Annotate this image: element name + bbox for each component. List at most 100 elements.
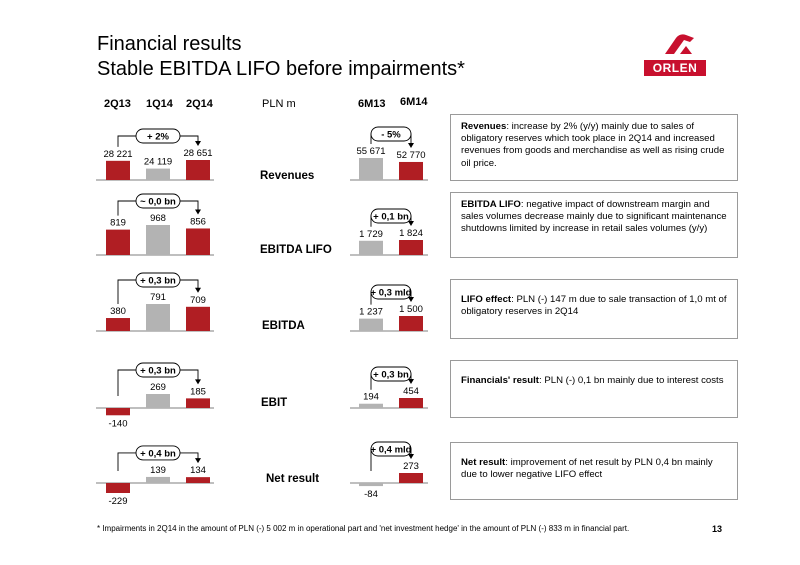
change-badge bbox=[135, 272, 181, 288]
data-label: 139 bbox=[150, 465, 166, 476]
change-badge bbox=[370, 441, 412, 457]
bar-6m13 bbox=[359, 240, 383, 255]
change-badge bbox=[135, 362, 181, 378]
bar-2q14 bbox=[186, 398, 210, 408]
comment-text: : negative impact of downstream margin a… bbox=[461, 199, 727, 235]
change-badge bbox=[370, 284, 412, 300]
bar-6m14 bbox=[399, 398, 423, 408]
col-header-6m14: 6M14 bbox=[400, 96, 428, 108]
comment-box-net-result: Net result: improvement of net result by… bbox=[450, 442, 738, 500]
comment-text: : PLN (-) 147 m due to sale transaction … bbox=[461, 294, 727, 318]
change-arrow bbox=[195, 287, 201, 293]
change-badge-text: - 5% bbox=[381, 130, 401, 141]
change-arrow bbox=[408, 142, 414, 148]
bar-6m14 bbox=[399, 473, 423, 483]
data-label: -229 bbox=[108, 496, 127, 507]
bar-2q13 bbox=[106, 229, 130, 255]
change-badge-text: + 0,4 bn bbox=[140, 448, 176, 459]
data-label: 380 bbox=[110, 306, 126, 317]
bar-2q14 bbox=[186, 160, 210, 180]
data-label: 1 729 bbox=[359, 229, 383, 240]
change-arrow bbox=[408, 297, 414, 302]
comment-head: Net result bbox=[461, 457, 506, 468]
bar-2q14 bbox=[186, 228, 210, 255]
comment-box-financials: Financials' result: PLN (-) 0,1 bn mainl… bbox=[450, 360, 738, 418]
row-label-revenues: Revenues bbox=[260, 170, 315, 182]
data-label: 1 824 bbox=[399, 228, 423, 239]
comment-text: : improvement of net result by PLN 0,4 b… bbox=[461, 457, 713, 481]
comment-text: : increase by 2% (y/y) mainly due to sal… bbox=[461, 121, 725, 169]
page-subtitle: Stable EBITDA LIFO before impairments* bbox=[97, 58, 465, 80]
data-label: 134 bbox=[190, 465, 206, 476]
change-arrow bbox=[408, 379, 414, 384]
change-arrow bbox=[408, 454, 414, 459]
data-label: 55 671 bbox=[356, 146, 385, 157]
comment-text: : PLN (-) 0,1 bn mainly due to interest … bbox=[539, 375, 724, 386]
change-badge bbox=[370, 126, 412, 142]
data-label: 194 bbox=[363, 392, 379, 403]
unit-label: PLN m bbox=[262, 98, 296, 110]
change-badge-text: + 0,1 bn bbox=[373, 212, 409, 223]
col-header-1q14: 1Q14 bbox=[146, 98, 173, 110]
col-header-2q14: 2Q14 bbox=[186, 98, 213, 110]
data-label: 856 bbox=[190, 216, 206, 227]
bar-6m13 bbox=[359, 483, 383, 487]
bar-6m13 bbox=[359, 318, 383, 331]
change-badge bbox=[370, 366, 412, 382]
change-arrow bbox=[195, 458, 201, 464]
change-badge-text: + 0,3 bn bbox=[140, 276, 176, 287]
bar-1q14 bbox=[146, 476, 170, 483]
comment-head: Financials' result bbox=[461, 375, 539, 386]
data-label: -84 bbox=[364, 489, 378, 500]
logo-wordmark: ORLEN bbox=[644, 60, 706, 76]
row-label-ebitda-lifo: EBITDA LIFO bbox=[260, 244, 332, 256]
change-badge-text: + 0,4 mld bbox=[371, 445, 412, 456]
data-label: 185 bbox=[190, 386, 206, 397]
bar-1q14 bbox=[146, 304, 170, 331]
change-badge-text: + 0,3 bn bbox=[140, 366, 176, 377]
comment-box-revenues: Revenues: increase by 2% (y/y) mainly du… bbox=[450, 114, 738, 181]
data-label: 819 bbox=[110, 218, 126, 229]
page-title: Financial results bbox=[97, 33, 242, 55]
data-label: 968 bbox=[150, 213, 166, 224]
data-label: 269 bbox=[150, 382, 166, 393]
change-badge bbox=[135, 128, 181, 144]
change-badge-text: + 2% bbox=[147, 132, 169, 143]
col-header-2q13: 2Q13 bbox=[104, 98, 131, 110]
bar-1q14 bbox=[146, 394, 170, 408]
data-label: 1 500 bbox=[399, 304, 423, 315]
bar-2q14 bbox=[186, 306, 210, 331]
data-label: 28 651 bbox=[183, 148, 212, 159]
bar-6m13 bbox=[359, 158, 383, 180]
row-label-ebit: EBIT bbox=[261, 397, 288, 409]
bar-6m13 bbox=[359, 403, 383, 408]
row-label-net-result: Net result bbox=[266, 473, 320, 485]
bar-2q13 bbox=[106, 483, 130, 493]
data-label: 273 bbox=[403, 461, 419, 472]
orlen-logo bbox=[665, 34, 694, 54]
bar-1q14 bbox=[146, 168, 170, 180]
change-badge-text: ~ 0,0 bn bbox=[140, 197, 176, 208]
bar-6m14 bbox=[399, 161, 423, 180]
change-arrow bbox=[408, 221, 414, 226]
change-badge bbox=[135, 445, 181, 461]
change-arrow bbox=[195, 141, 201, 146]
col-header-6m13: 6M13 bbox=[358, 98, 386, 110]
bar-2q13 bbox=[106, 318, 130, 331]
data-label: 28 221 bbox=[103, 149, 132, 160]
page-number: 13 bbox=[712, 524, 723, 534]
change-badge-text: + 0,3 bn bbox=[373, 370, 409, 381]
comment-box-lifo-effect: LIFO effect: PLN (-) 147 m due to sale t… bbox=[450, 279, 738, 339]
bar-2q13 bbox=[106, 160, 130, 180]
comment-head: LIFO effect bbox=[461, 294, 512, 305]
data-label: 24 119 bbox=[144, 157, 172, 168]
data-label: 1 237 bbox=[359, 307, 383, 318]
data-label: 791 bbox=[150, 292, 166, 303]
row-label-ebitda: EBITDA bbox=[262, 320, 305, 332]
comment-head: EBITDA LIFO bbox=[461, 199, 521, 210]
comment-box-ebitda-lifo: EBITDA LIFO: negative impact of downstre… bbox=[450, 192, 738, 258]
comment-head: Revenues bbox=[461, 121, 507, 132]
bar-1q14 bbox=[146, 225, 170, 255]
bar-2q13 bbox=[106, 408, 130, 416]
